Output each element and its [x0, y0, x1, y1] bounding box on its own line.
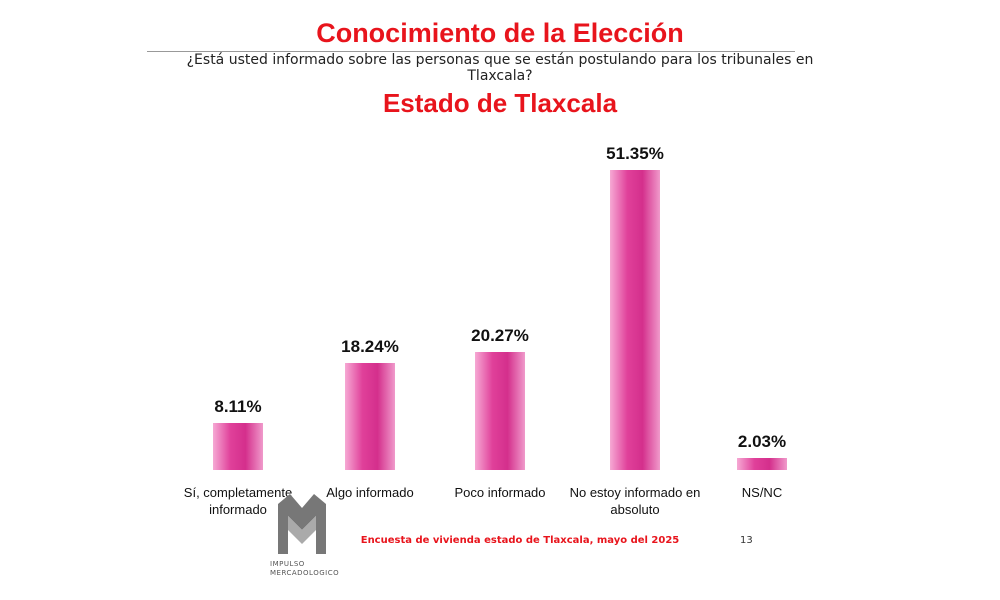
category-label: Poco informado	[454, 485, 546, 500]
category-label: Algo informado	[326, 485, 414, 500]
bar	[610, 170, 660, 470]
heading: Estado de Tlaxcala	[382, 88, 618, 118]
bar	[475, 351, 525, 470]
value-label: 18.24%	[341, 337, 399, 357]
bar	[737, 458, 787, 470]
value-label: 20.27%	[471, 325, 529, 345]
category-label: No estoy informado en absoluto	[569, 485, 701, 517]
category-label: NS/NC	[741, 485, 783, 500]
source: Encuesta de vivienda estado de Tlaxcala,…	[360, 535, 680, 546]
title: Conocimiento de la Elección	[316, 18, 684, 48]
category-label: Sí, completamente informado	[183, 485, 293, 517]
value-label: 2.03%	[737, 432, 787, 452]
logo-shape	[288, 516, 316, 544]
value-label: 51.35%	[606, 144, 664, 163]
logo-text: MERCADOLOGICO	[270, 569, 340, 577]
title-rule	[147, 51, 795, 52]
value-label: 8.11%	[214, 396, 262, 416]
page-number: 13	[740, 535, 753, 546]
bar	[213, 422, 263, 470]
subtitle: ¿Está usted informado sobre las personas…	[186, 52, 814, 84]
logo	[278, 494, 326, 554]
logo-shape	[278, 494, 326, 554]
logo-text: IMPULSO	[270, 560, 305, 568]
bar	[345, 363, 395, 470]
